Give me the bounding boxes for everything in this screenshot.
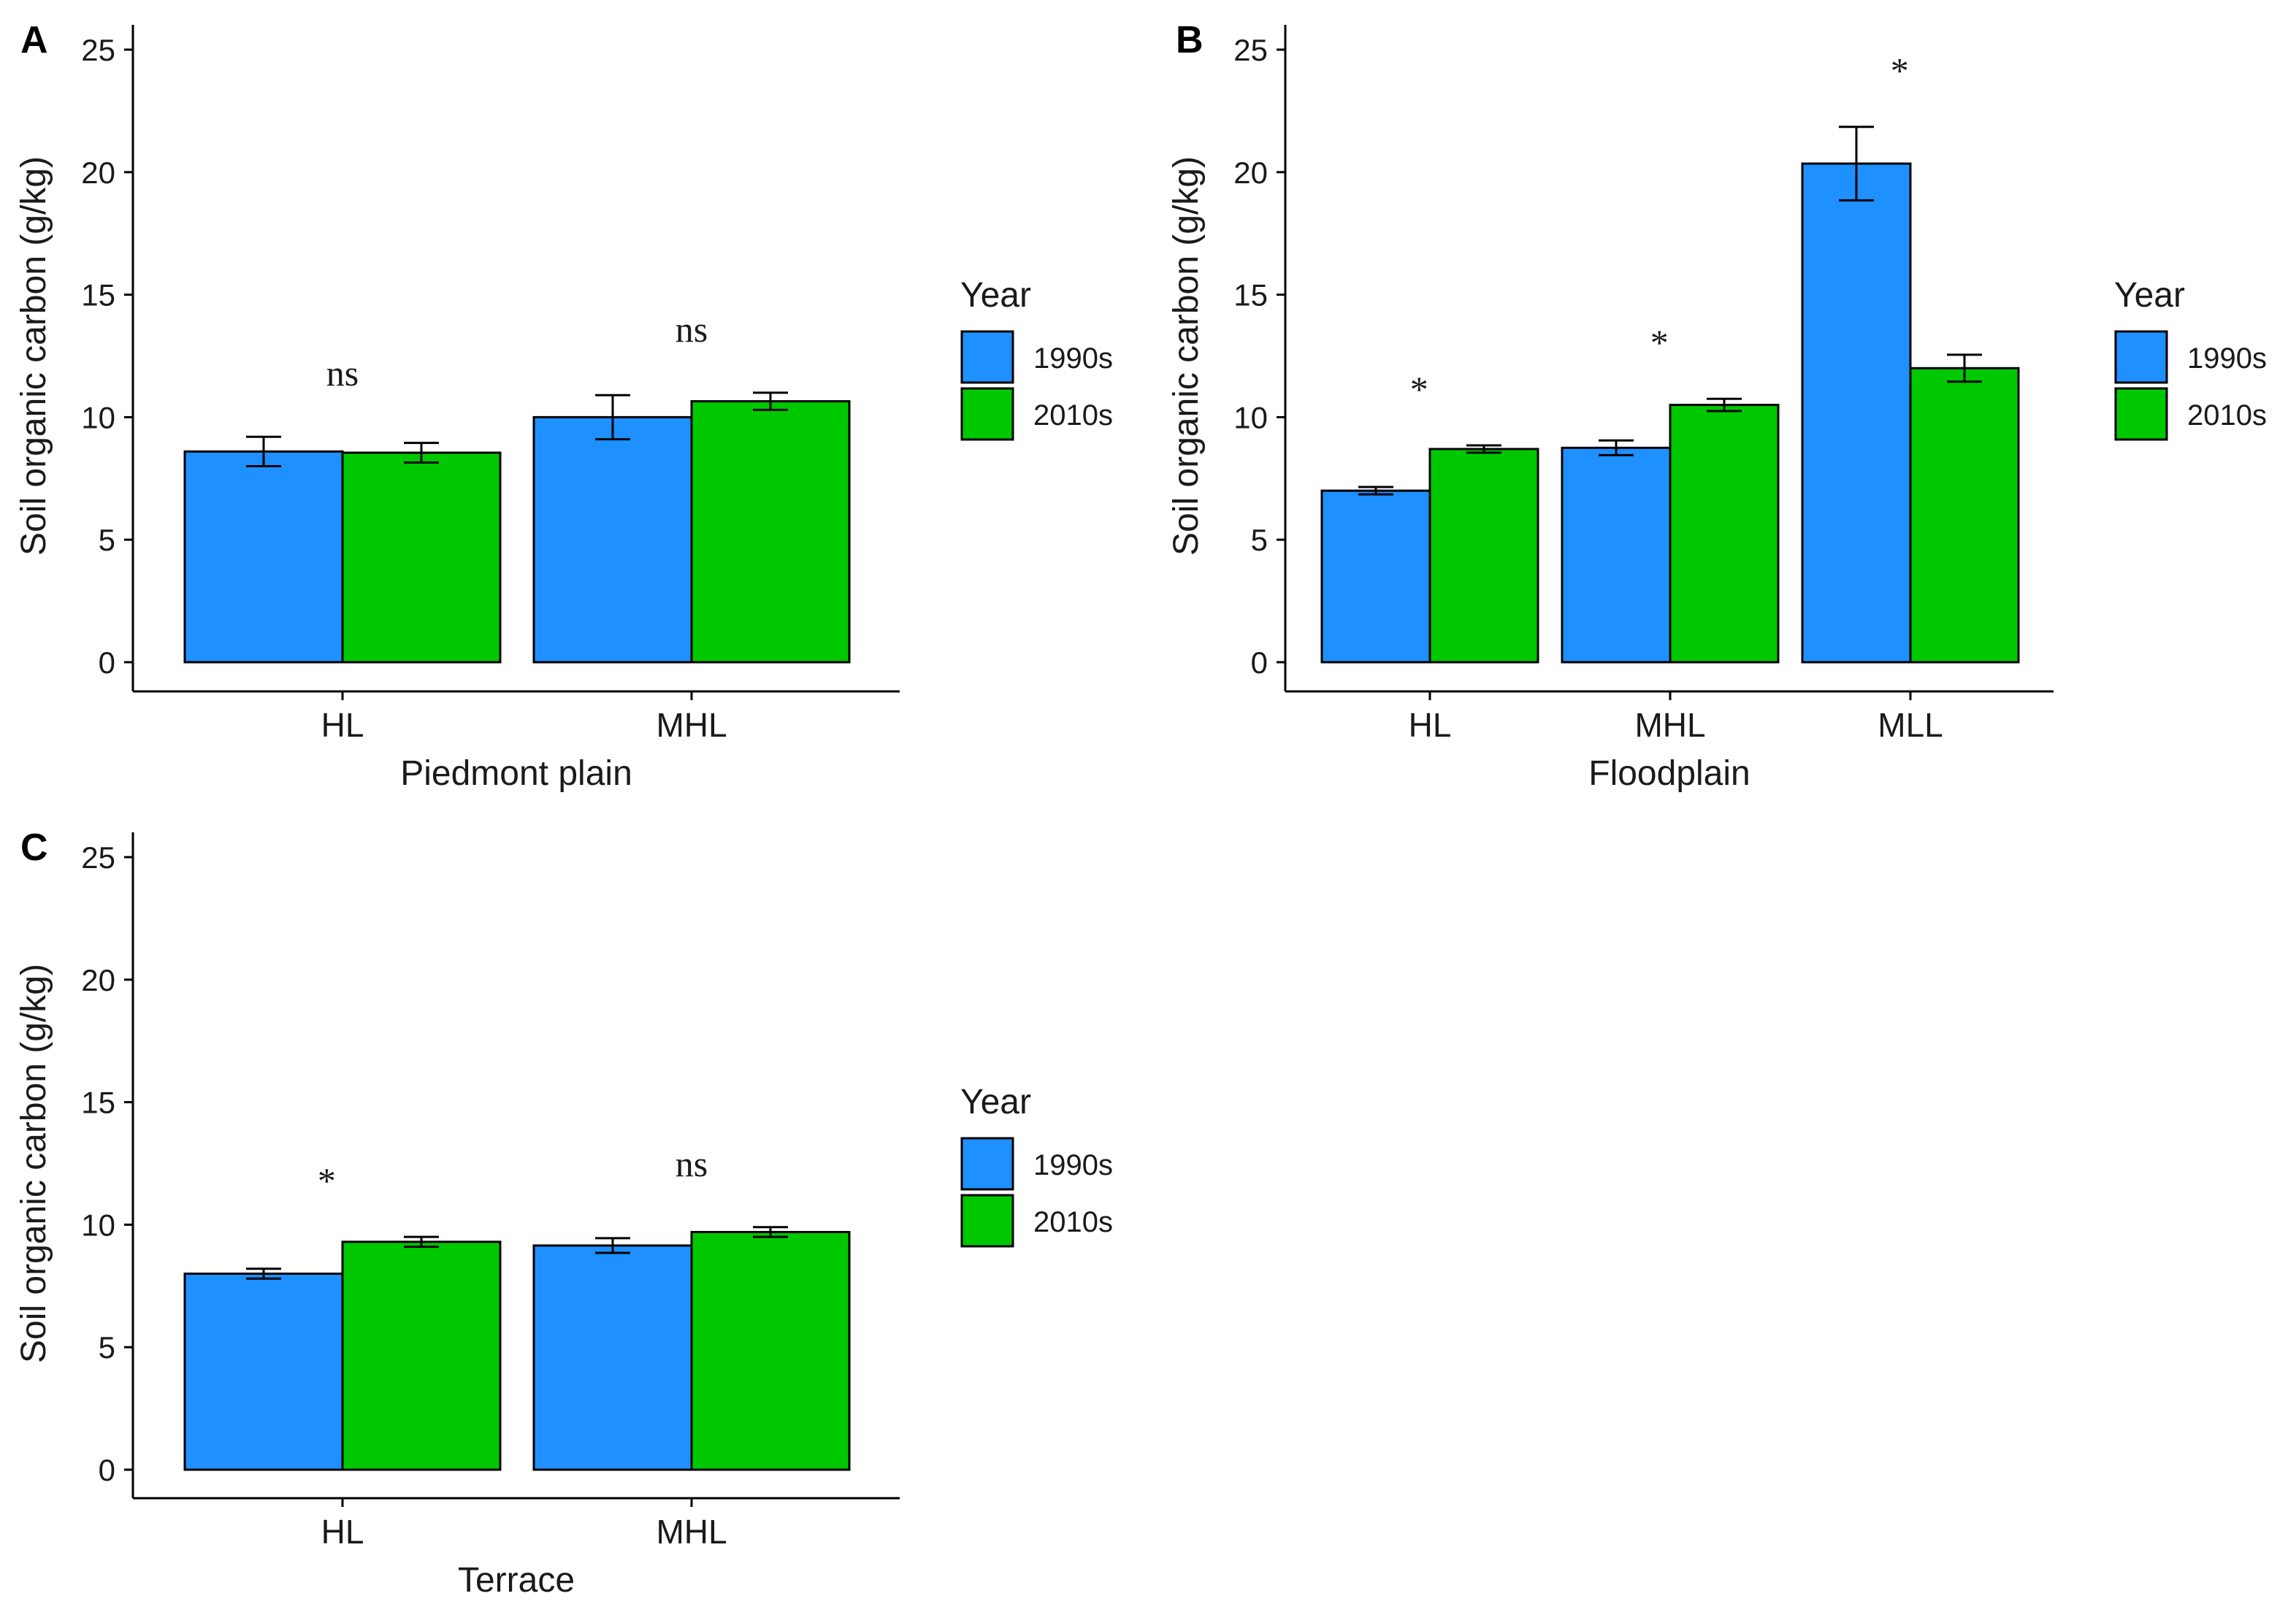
x-axis-title: Piedmont plain [400,754,632,793]
legend-label-2010s: 2010s [1033,1206,1113,1238]
significance-label: * [1891,50,1909,91]
y-tick-label: 0 [99,1453,115,1487]
bar-1990s-hl [1320,489,1431,664]
bar-2010s-mhl [1669,404,1780,664]
legend-label-2010s: 2010s [1033,399,1113,431]
y-tick-label: 20 [81,963,115,997]
significance-label: * [318,1160,336,1201]
legend-label-1990s: 1990s [1033,1149,1113,1181]
bar-1990s-mll [1801,162,1912,664]
x-tick-label: MHL [656,1513,727,1551]
x-tick-label: HL [321,706,364,744]
legend-swatch-2010s [2114,387,2168,441]
y-tick-label: 10 [81,400,115,434]
x-tick-label: HL [321,1513,364,1551]
bar-1990s-hl [183,1273,344,1471]
bar-1990s-mhl [1561,446,1672,664]
y-axis-title: Soil organic carbon (g/kg) [15,964,53,1363]
y-tick-label: 25 [81,840,115,875]
x-tick-label: MHL [1634,706,1705,744]
significance-label: ns [676,309,708,350]
bar-2010s-hl [341,1240,502,1471]
bar-2010s-mhl [690,400,851,664]
panel-letter: C [20,826,48,869]
y-tick-label: 20 [1233,156,1268,190]
y-tick-label: 25 [81,33,115,67]
y-tick-label: 25 [1233,33,1268,67]
panel-letter: A [20,19,48,61]
significance-label: ns [676,1143,708,1184]
bar-2010s-hl [1428,448,1539,664]
y-axis-title: Soil organic carbon (g/kg) [1167,156,1206,556]
bar-2010s-mhl [690,1230,851,1471]
legend-label-1990s: 1990s [1033,342,1113,375]
x-tick-label: MHL [656,706,727,744]
y-tick-label: 0 [1251,645,1268,680]
x-tick-label: MLL [1878,706,1943,744]
y-tick-label: 5 [99,1330,115,1365]
panel-a: A 0 5 10 15 20 25 Soil organic carbon (g/kg) HL n… [15,19,1113,793]
bar-1990s-mhl [532,415,693,664]
x-axis-title: Terrace [458,1561,575,1600]
legend-label-1990s: 1990s [2187,342,2267,375]
y-tick-label: 15 [1233,278,1268,312]
bar-1990s-hl [183,450,344,664]
legend-title: Year [2114,276,2185,315]
y-tick-label: 15 [81,278,115,312]
legend-swatch-1990s [960,1137,1014,1191]
panel-b: B 0 5 10 15 20 25 Soil organic carbon (g/kg) HL *… [1167,19,2267,793]
x-axis-title: Floodplain [1588,754,1750,793]
y-tick-label: 20 [81,156,115,190]
legend-title: Year [960,1083,1031,1121]
panel-c: C 0 5 10 15 20 25 Soil organic carbon (g/kg) HL *… [15,826,1113,1600]
y-tick-label: 5 [1251,523,1268,557]
y-tick-label: 15 [81,1086,115,1120]
y-tick-label: 10 [1233,400,1268,434]
legend-swatch-2010s [960,1194,1014,1248]
legend-swatch-2010s [960,387,1014,441]
bar-1990s-mhl [532,1244,693,1471]
legend-label-2010s: 2010s [2187,399,2267,431]
bar-2010s-mll [1909,367,2020,664]
y-tick-label: 5 [99,523,115,557]
y-tick-label: 0 [99,645,115,680]
legend-title: Year [960,276,1031,315]
significance-label: * [1650,322,1669,363]
significance-label: * [1410,369,1428,410]
legend-swatch-1990s [2114,330,2168,384]
x-tick-label: HL [1409,706,1452,744]
bar-2010s-hl [341,451,502,664]
y-axis-title: Soil organic carbon (g/kg) [15,156,53,556]
legend-swatch-1990s [960,330,1014,384]
panel-letter: B [1176,19,1204,61]
y-tick-label: 10 [81,1208,115,1242]
significance-label: ns [326,353,359,394]
